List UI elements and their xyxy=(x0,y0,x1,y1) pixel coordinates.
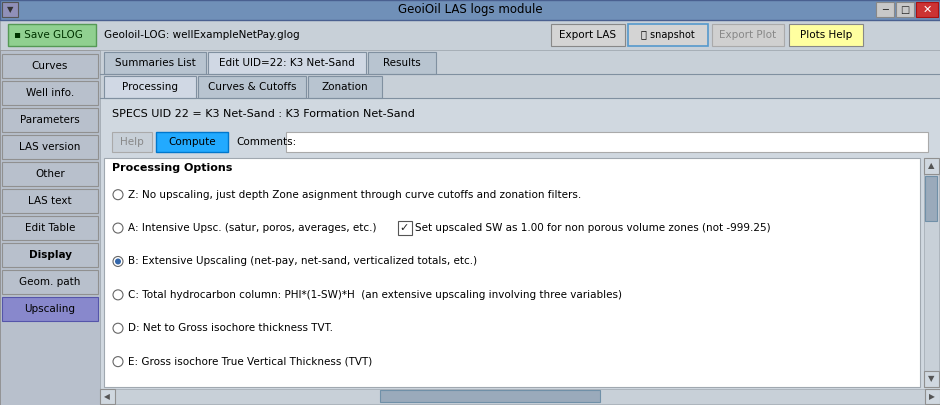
Bar xyxy=(104,52,206,74)
Bar xyxy=(712,24,784,46)
Bar xyxy=(628,24,708,46)
Bar xyxy=(924,158,939,387)
Text: Processing Options: Processing Options xyxy=(112,163,232,173)
Text: Z: No upscaling, just depth Zone asignment through curve cutoffs and zonation fi: Z: No upscaling, just depth Zone asignme… xyxy=(128,190,581,200)
Bar xyxy=(100,389,115,404)
Bar xyxy=(2,108,98,132)
Text: Export Plot: Export Plot xyxy=(719,30,776,40)
Text: ▶: ▶ xyxy=(929,392,935,401)
Text: LAS text: LAS text xyxy=(28,196,71,206)
Text: Other: Other xyxy=(35,169,65,179)
Text: D: Net to Gross isochore thickness TVT.: D: Net to Gross isochore thickness TVT. xyxy=(128,323,333,333)
Bar xyxy=(2,162,98,186)
Text: Compute: Compute xyxy=(168,137,216,147)
Text: Parameters: Parameters xyxy=(20,115,80,125)
Text: Edit UID=22: K3 Net-Sand: Edit UID=22: K3 Net-Sand xyxy=(219,58,355,68)
Bar xyxy=(2,270,98,294)
Text: ✕: ✕ xyxy=(922,5,932,15)
Text: Results: Results xyxy=(384,58,421,68)
Text: □: □ xyxy=(901,5,910,15)
Text: Help: Help xyxy=(120,137,144,147)
Text: ✓: ✓ xyxy=(399,223,408,233)
Bar xyxy=(398,221,412,235)
Circle shape xyxy=(113,256,123,266)
Text: Zonation: Zonation xyxy=(321,82,368,92)
Bar xyxy=(896,2,914,17)
Bar xyxy=(2,54,98,78)
Text: ▼: ▼ xyxy=(7,6,13,15)
Text: Geom. path: Geom. path xyxy=(20,277,81,287)
Bar xyxy=(876,2,894,17)
Bar xyxy=(0,50,100,405)
Text: ▪ Save GLOG: ▪ Save GLOG xyxy=(14,30,83,40)
Bar xyxy=(286,132,928,152)
Bar xyxy=(380,390,600,402)
Text: Well info.: Well info. xyxy=(26,88,74,98)
Bar xyxy=(2,2,18,17)
Text: ▲: ▲ xyxy=(928,162,934,171)
Text: Edit Table: Edit Table xyxy=(24,223,75,233)
Bar xyxy=(156,132,228,152)
Bar xyxy=(0,20,940,50)
Bar xyxy=(112,132,152,152)
Text: Set upscaled SW as 1.00 for non porous volume zones (not -999.25): Set upscaled SW as 1.00 for non porous v… xyxy=(415,223,771,233)
Bar xyxy=(208,52,366,74)
Bar xyxy=(198,76,306,98)
Text: LAS version: LAS version xyxy=(20,142,81,152)
Bar xyxy=(2,297,98,321)
Text: Upscaling: Upscaling xyxy=(24,304,75,314)
Bar xyxy=(925,389,940,404)
Text: Export LAS: Export LAS xyxy=(559,30,617,40)
Text: Display: Display xyxy=(28,250,71,260)
Bar xyxy=(0,0,940,20)
Circle shape xyxy=(113,223,123,233)
Text: ◀: ◀ xyxy=(104,392,110,401)
Circle shape xyxy=(113,290,123,300)
Bar xyxy=(916,2,938,17)
Bar xyxy=(100,50,940,405)
Circle shape xyxy=(115,258,121,264)
Bar xyxy=(2,243,98,267)
Text: GeoiOil LAS logs module: GeoiOil LAS logs module xyxy=(398,4,542,17)
Circle shape xyxy=(113,190,123,200)
Bar xyxy=(104,76,196,98)
Text: E: Gross isochore True Vertical Thickness (TVT): E: Gross isochore True Vertical Thicknes… xyxy=(128,357,372,367)
Text: Plots Help: Plots Help xyxy=(800,30,853,40)
Bar xyxy=(789,24,863,46)
Bar xyxy=(308,76,382,98)
Text: B: Extensive Upscaling (net-pay, net-sand, verticalized totals, etc.): B: Extensive Upscaling (net-pay, net-san… xyxy=(128,256,478,266)
Text: Summaries List: Summaries List xyxy=(115,58,196,68)
Text: 📷 snapshot: 📷 snapshot xyxy=(641,30,695,40)
Bar xyxy=(925,176,937,221)
Text: ▼: ▼ xyxy=(928,375,934,384)
Text: SPECS UID 22 = K3 Net-Sand : K3 Formation Net-Sand: SPECS UID 22 = K3 Net-Sand : K3 Formatio… xyxy=(112,109,415,119)
Text: Curves & Cutoffs: Curves & Cutoffs xyxy=(208,82,296,92)
Text: ─: ─ xyxy=(882,5,888,15)
Bar xyxy=(551,24,625,46)
Text: Processing: Processing xyxy=(122,82,178,92)
Circle shape xyxy=(113,357,123,367)
Text: Comments:: Comments: xyxy=(236,137,296,147)
Bar xyxy=(104,158,920,387)
Bar xyxy=(8,24,96,46)
Bar xyxy=(2,189,98,213)
Text: A: Intensive Upsc. (satur, poros, averages, etc.): A: Intensive Upsc. (satur, poros, averag… xyxy=(128,223,377,233)
Text: C: Total hydrocarbon column: PHI*(1-SW)*H  (an extensive upscaling involving thr: C: Total hydrocarbon column: PHI*(1-SW)*… xyxy=(128,290,622,300)
Bar xyxy=(100,98,940,405)
Text: Curves: Curves xyxy=(32,61,69,71)
Bar xyxy=(924,371,939,387)
Bar xyxy=(2,216,98,240)
Bar xyxy=(100,389,940,404)
Bar xyxy=(368,52,436,74)
Bar xyxy=(2,81,98,105)
Bar xyxy=(2,135,98,159)
Bar xyxy=(924,158,939,174)
Text: Geoloil-LOG: wellExampleNetPay.glog: Geoloil-LOG: wellExampleNetPay.glog xyxy=(104,30,300,40)
Circle shape xyxy=(113,323,123,333)
